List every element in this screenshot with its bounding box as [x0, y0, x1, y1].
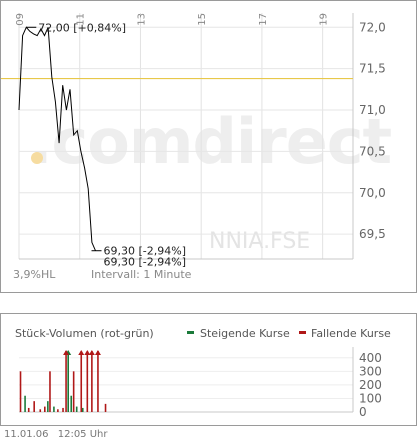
high-label: 72,00 [+0,84%] [38, 21, 126, 34]
legend-up-label: Steigende Kurse [200, 327, 290, 340]
symbol-watermark: NNIA.FSE [209, 229, 310, 254]
volume-y-tick-label: 400 [359, 351, 382, 365]
interval-label: Intervall: 1 Minute [91, 268, 192, 281]
y-tick-label: 71,5 [359, 62, 386, 76]
volume-y-tick-label: 300 [359, 364, 382, 378]
y-tick-label: 72,0 [359, 20, 386, 34]
price-chart-panel: .comdirect NNIA.FSE 09 11 13 15 17 19 72,0 71,5 71… [0, 0, 417, 293]
x-tick-label: 15 [197, 13, 208, 26]
volume-chart-panel: Stück-Volumen (rot-grün) Steigende Kurse F… [0, 313, 417, 426]
low-label-secondary: 69,30 [-2,94%] [104, 256, 186, 269]
y-tick-label: 69,5 [359, 227, 386, 241]
hl-percent-label: 3,9%HL [13, 268, 56, 281]
volume-chart: Stück-Volumen (rot-grün) Steigende Kurse F… [15, 327, 391, 419]
volume-overflow-arrow [88, 350, 95, 355]
low-label: 69,30 [-2,94%] [104, 245, 186, 258]
volume-overflow-arrow [63, 350, 70, 355]
footer-time: 12:05 Uhr [57, 429, 108, 440]
volume-y-tick-label: 100 [359, 391, 382, 405]
footer-date: 11.01.06 [4, 429, 49, 440]
price-chart: .comdirect NNIA.FSE 09 11 13 15 17 19 72,0 71,5 71… [1, 13, 393, 281]
legend-down-label: Fallende Kurse [311, 327, 391, 340]
y-tick-label: 70,0 [359, 186, 386, 200]
price-series-line [18, 26, 96, 251]
timestamp-footer: 11.01.06 12:05 Uhr [4, 429, 113, 440]
x-tick-label: 17 [258, 13, 269, 26]
x-tick-label: 19 [319, 13, 330, 26]
volume-title: Stück-Volumen (rot-grün) [15, 327, 154, 340]
watermark-logo: .comdirect [29, 105, 392, 178]
legend-up-swatch [187, 331, 194, 334]
volume-y-tick-label: 200 [359, 378, 382, 392]
x-tick-label: 11 [76, 13, 87, 26]
volume-y-tick-label: 0 [359, 405, 367, 419]
x-tick-label: 09 [15, 13, 26, 26]
volume-overflow-arrow [84, 350, 91, 355]
legend-down-swatch [299, 331, 306, 334]
watermark-dot [31, 152, 43, 164]
x-tick-label: 13 [136, 13, 147, 26]
volume-overflow-arrow [78, 350, 85, 355]
y-tick-label: 71,0 [359, 103, 386, 117]
volume-overflow-arrow [94, 350, 101, 355]
y-tick-label: 70,5 [359, 144, 386, 158]
